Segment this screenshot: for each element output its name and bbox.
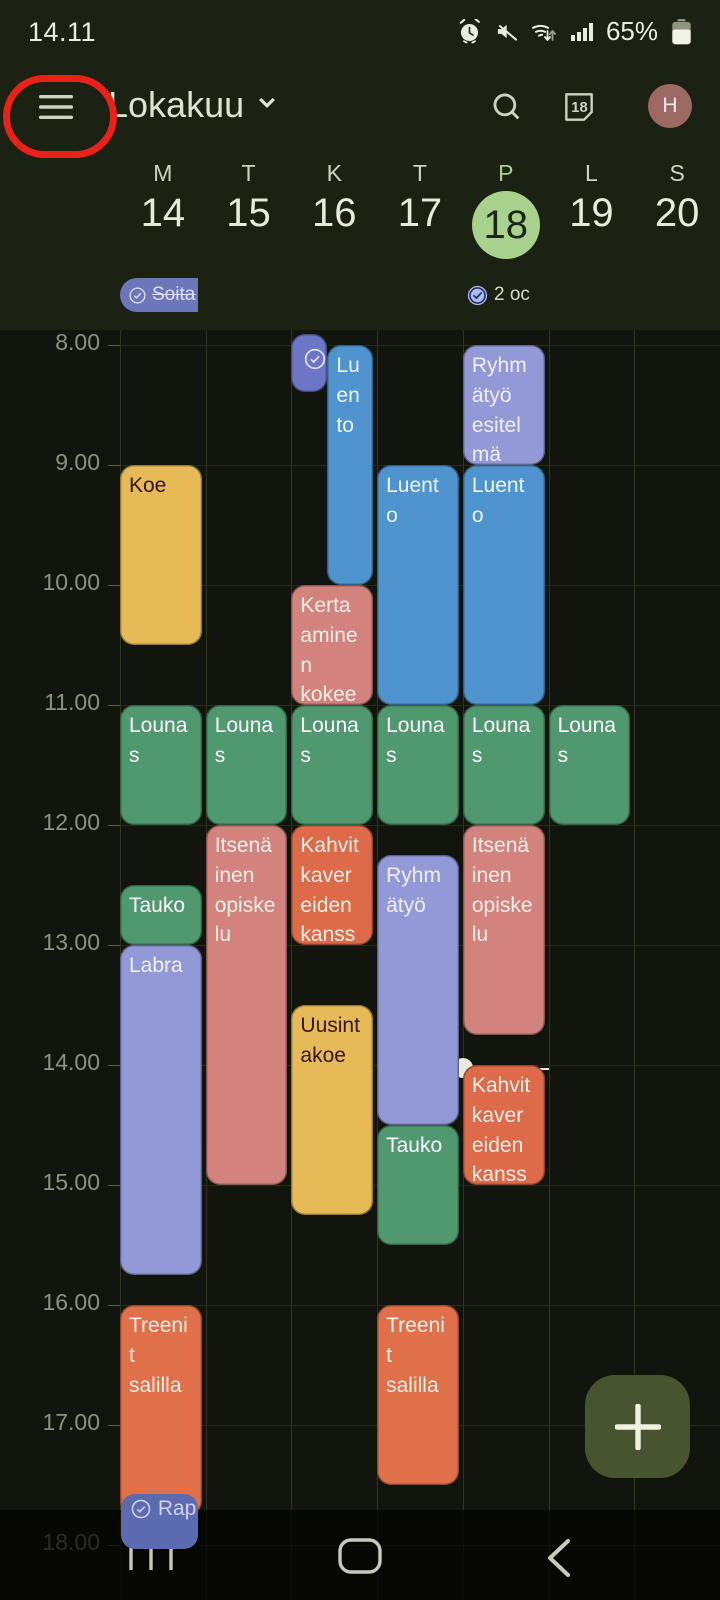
svg-text:18: 18 — [571, 100, 587, 116]
